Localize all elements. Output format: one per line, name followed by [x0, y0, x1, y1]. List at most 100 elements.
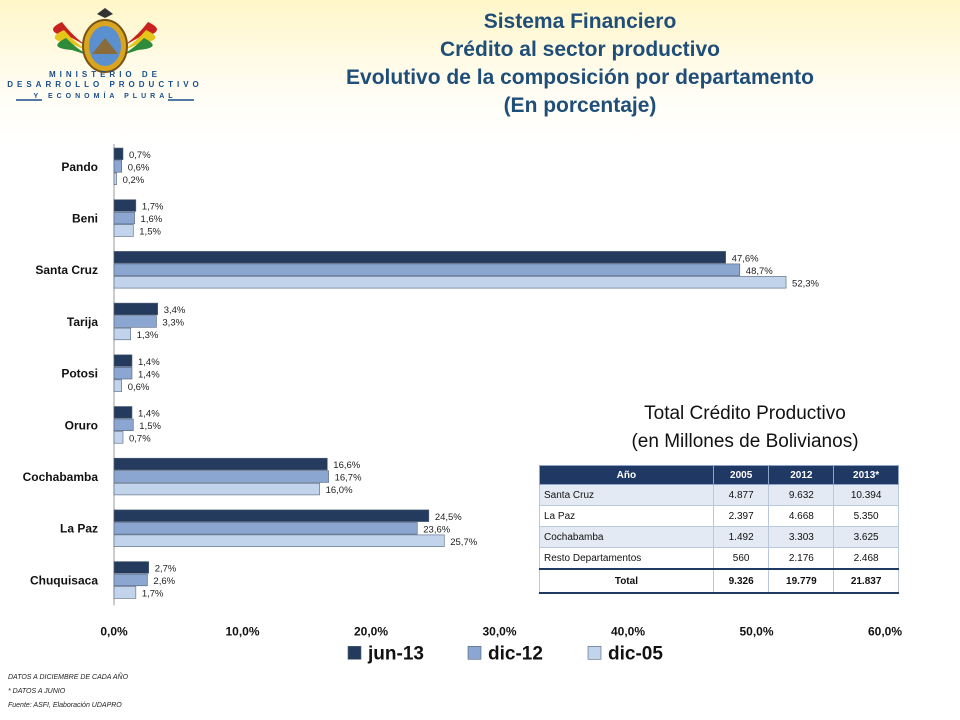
data-label: 47,6%: [732, 253, 759, 264]
bar-jun-13: [113, 199, 137, 212]
note-line1: DATOS A DICIEMBRE DE CADA AÑO: [8, 674, 129, 681]
table-header-cell: Año: [539, 465, 714, 485]
table-cell: 19.779: [768, 568, 835, 594]
table-cell: Santa Cruz: [539, 484, 714, 506]
table-cell: 1.492: [712, 526, 770, 548]
data-label: 3,4%: [164, 305, 186, 316]
table-row: Santa Cruz 4.877 9.632 10.394: [539, 484, 899, 506]
note-line3: Fuente: ASFI, Elaboración UDAPRO: [8, 702, 122, 709]
bar-jun-13: [113, 302, 158, 316]
bar-dic-05: [113, 172, 117, 185]
x-tick-label: 40,0%: [611, 624, 645, 638]
bar-dic-05: [113, 327, 132, 341]
page-title-line2: Crédito al sector productivo: [439, 38, 721, 61]
data-label: 16,6%: [333, 460, 360, 471]
data-label: 48,7%: [746, 266, 773, 277]
table-title-line1: Total Crédito Productivo: [644, 403, 846, 424]
bar-dic-12: [113, 573, 148, 587]
bar-dic-05: [113, 224, 134, 237]
x-tick-label: 30,0%: [482, 624, 516, 638]
bar-jun-13: [113, 147, 124, 160]
legend-label: jun-13: [367, 643, 424, 664]
bar-jun-13: [113, 354, 133, 367]
bar-dic-05: [113, 482, 320, 496]
bar-jun-13: [113, 509, 430, 522]
data-label: 2,6%: [153, 576, 175, 587]
bar-dic-12: [113, 315, 157, 328]
data-label: 25,7%: [450, 537, 477, 548]
table-cell: 5.350: [833, 505, 899, 527]
bar-dic-12: [113, 470, 329, 483]
category-label: La Paz: [60, 522, 98, 536]
bar-dic-05: [113, 586, 137, 599]
data-label: 1,4%: [138, 409, 160, 420]
bar-dic-12: [113, 367, 133, 380]
category-label: Pando: [61, 160, 98, 174]
ministry-name-line2: DESARROLLO PRODUCTIVO: [7, 80, 203, 89]
table-row: Cochabamba 1.492 3.303 3.625: [539, 526, 899, 548]
data-label: 52,3%: [792, 278, 819, 289]
x-tick-label: 50,0%: [739, 624, 773, 638]
data-label: 2,7%: [155, 564, 177, 575]
note-line2: * DATOS A JUNIO: [8, 688, 66, 695]
x-tick-label: 20,0%: [354, 624, 388, 638]
x-tick-label: 0,0%: [100, 624, 128, 638]
table-cell: Resto Departamentos: [539, 547, 714, 570]
legend-label: dic-12: [488, 643, 543, 664]
table-header-row: Año 2005 2012 2013*: [539, 465, 899, 485]
data-label: 0,2%: [123, 175, 145, 186]
table-total-row: Total 9.326 19.779 21.837: [539, 568, 899, 594]
data-label: 0,7%: [129, 150, 151, 161]
page-title-line3: Evolutivo de la composición por departam…: [346, 66, 814, 89]
table-cell: 9.632: [768, 484, 835, 506]
data-label: 16,7%: [335, 473, 362, 484]
category-label: Chuquisaca: [30, 573, 98, 587]
data-label: 0,6%: [128, 163, 150, 174]
bar-jun-13: [113, 406, 133, 419]
data-label: 1,6%: [141, 214, 163, 225]
category-label: Beni: [72, 211, 98, 225]
ministry-logo: [10, 4, 200, 104]
table-title-line2: (en Millones de Bolivianos): [631, 431, 859, 452]
table-cell: 10.394: [833, 484, 899, 506]
data-label: 1,5%: [139, 227, 161, 238]
table-cell: La Paz: [539, 505, 714, 527]
data-label: 0,7%: [129, 434, 151, 445]
x-tick-label: 60,0%: [868, 624, 902, 638]
table-cell: 2.176: [768, 547, 835, 570]
table-cell: 9.326: [712, 568, 770, 594]
table-cell: 2.397: [712, 505, 770, 527]
legend-swatch: [347, 645, 362, 660]
table-header-cell: 2013*: [833, 465, 899, 485]
table-row: Resto Departamentos 560 2.176 2.468: [539, 547, 899, 570]
legend-swatch: [467, 645, 482, 660]
data-label: 23,6%: [423, 524, 450, 535]
data-label: 0,6%: [128, 382, 150, 393]
table-cell: Total: [539, 568, 714, 594]
category-label: Oruro: [65, 418, 98, 432]
credit-table: Año 2005 2012 2013* Santa Cruz 4.877 9.6…: [539, 465, 899, 594]
ministry-name-line1: MINISTERIO DE: [48, 70, 161, 79]
bar-jun-13: [113, 561, 149, 574]
category-label: Cochabamba: [23, 470, 99, 484]
coat-of-arms-icon: [16, 8, 194, 101]
data-label: 1,7%: [142, 589, 164, 600]
data-label: 3,3%: [162, 318, 184, 329]
bar-jun-13: [113, 251, 726, 264]
table-cell: 4.668: [768, 505, 835, 527]
data-label: 1,7%: [142, 202, 164, 213]
bar-dic-05: [113, 534, 445, 547]
table-header-cell: 2012: [768, 465, 835, 485]
table-cell: 21.837: [833, 568, 899, 594]
legend-swatch: [587, 645, 602, 660]
data-label: 1,3%: [137, 330, 159, 341]
bar-dic-05: [113, 379, 123, 392]
table-cell: 3.625: [833, 526, 899, 548]
table-cell: 2.468: [833, 547, 899, 570]
table-cell: 560: [712, 547, 770, 570]
data-label: 24,5%: [435, 512, 462, 523]
legend-label: dic-05: [608, 643, 663, 664]
category-label: Potosi: [61, 367, 98, 381]
bar-dic-12: [113, 263, 741, 276]
